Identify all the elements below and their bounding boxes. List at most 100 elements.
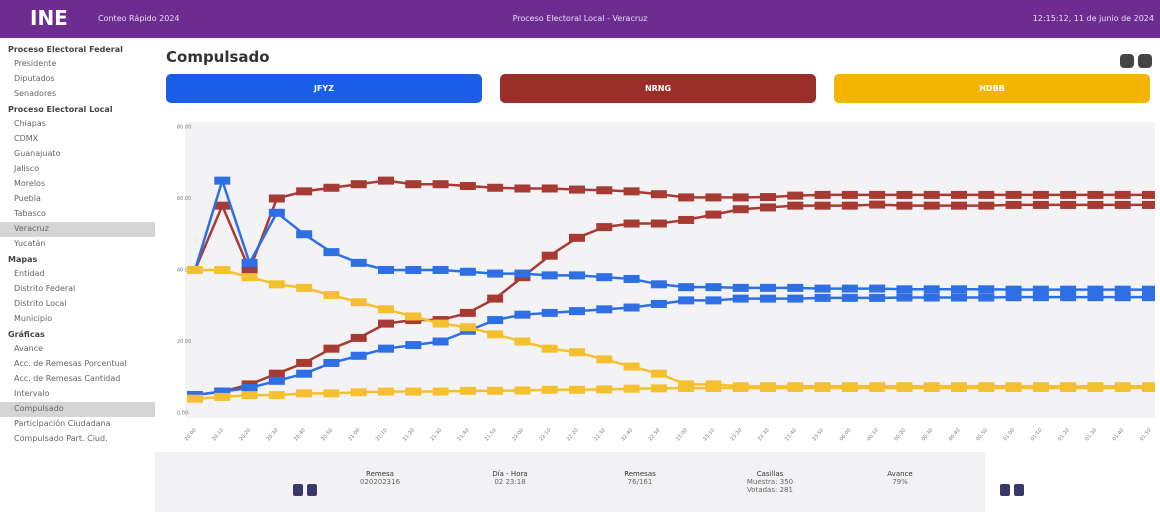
point-marker [732,383,749,392]
refresh-button[interactable] [1120,54,1134,68]
point-marker [678,215,695,224]
point-marker [487,269,504,278]
point-marker [487,386,504,395]
x-tick-label: 21:10 [375,427,389,442]
point-marker [1032,200,1049,209]
x-tick-label: 23:00 [675,427,689,442]
chart: 0.00 20.00 40.00 60.00 80.00 20:00 20:10 20:20 2… [177,122,1155,442]
point-marker [514,269,531,278]
first-button[interactable] [293,484,303,496]
point-marker [923,201,940,210]
point-marker [350,351,367,360]
footer-value: Votadas: 281 [747,486,793,494]
point-marker [296,389,313,398]
point-marker [978,383,995,392]
menu-item[interactable]: Acc. de Remesas Porcentual [14,359,127,368]
point-marker [623,303,640,312]
point-marker [951,201,967,210]
menu-item[interactable]: Puebla [14,194,41,203]
menu-item[interactable]: Jalisco [14,164,40,173]
point-marker [378,387,394,396]
point-marker [378,176,394,185]
point-marker [1060,383,1077,392]
point-marker [978,190,995,199]
point-marker [459,267,476,276]
menu-item[interactable]: Municipio [14,314,53,323]
point-marker [1005,293,1022,302]
point-marker [405,312,422,321]
point-marker [350,333,367,342]
point-marker [350,180,367,189]
point-marker [787,294,804,303]
datetime: 12:15:12, 11 de junio de 2024 [1032,14,1154,23]
menu-item[interactable]: Intervalo [14,389,50,398]
point-marker [268,391,285,400]
point-marker [951,190,967,199]
point-marker [705,210,722,219]
last-button[interactable] [1014,484,1024,496]
point-marker [569,185,585,194]
point-marker [1005,190,1022,199]
point-marker [241,273,258,282]
point-marker [896,285,913,294]
prev-button[interactable] [307,484,317,496]
point-marker [350,388,367,397]
point-marker [1142,190,1155,199]
menu-item[interactable]: Compulsado Part. Ciud. [14,434,108,443]
point-marker [378,266,394,274]
point-marker [650,190,667,199]
point-marker [569,271,585,280]
point-marker [1060,200,1077,209]
point-marker [951,383,967,392]
menu-item[interactable]: Presidente [14,59,57,68]
point-marker [814,284,831,293]
point-marker [841,284,858,293]
menu-item[interactable]: Senadores [14,89,57,98]
point-marker [623,384,640,393]
menu-item[interactable]: Participación Ciudadana [14,419,111,428]
point-marker [405,266,422,274]
candidate-button[interactable]: JFYZ [166,74,482,103]
menu-item[interactable]: Entidad [14,269,45,278]
point-marker [487,316,504,325]
point-marker [268,208,285,217]
point-marker [596,305,613,314]
point-marker [569,348,585,357]
point-marker [459,323,476,332]
point-marker [187,394,203,403]
next-button[interactable] [1000,484,1010,496]
menu-item[interactable]: CDMX [14,134,39,143]
menu-item[interactable]: Tabasco [14,209,46,218]
menu-item[interactable]: Chiapas [14,119,46,128]
point-marker [405,180,422,189]
x-tick-label: 20:00 [184,427,198,442]
footer-label: Casillas [756,470,784,478]
point-marker [650,280,667,289]
point-marker [1005,285,1022,294]
point-marker [732,294,749,303]
candidate-button[interactable]: HDBB [834,74,1150,103]
menu-item[interactable]: Distrito Federal [14,284,76,293]
y-tick-label: 80.00 [177,125,191,131]
menu-item[interactable]: Diputados [14,74,55,83]
point-marker [787,383,804,392]
point-marker [596,355,613,364]
menu-item[interactable]: Veracruz [0,222,155,237]
menu-item[interactable]: Acc. de Remesas Cantidad [14,374,121,383]
menu-item[interactable]: Morelos [14,179,46,188]
menu-item[interactable]: Compulsado [0,402,155,417]
point-marker [650,384,667,393]
menu-item[interactable]: Guanajuato [14,149,61,158]
plot-background [185,122,1155,418]
menu-item[interactable]: Distrito Local [14,299,67,308]
menu-item[interactable]: Yucatán [14,239,46,248]
x-tick-label: 01:20 [1057,427,1071,442]
candidate-button[interactable]: NRNG [500,74,816,103]
download-button[interactable] [1138,54,1152,68]
menu-item[interactable]: Avance [14,344,44,353]
point-marker [1032,285,1049,294]
point-marker [951,285,967,294]
footer-label: Avance [887,470,913,478]
point-marker [596,186,613,195]
point-marker [814,190,831,199]
